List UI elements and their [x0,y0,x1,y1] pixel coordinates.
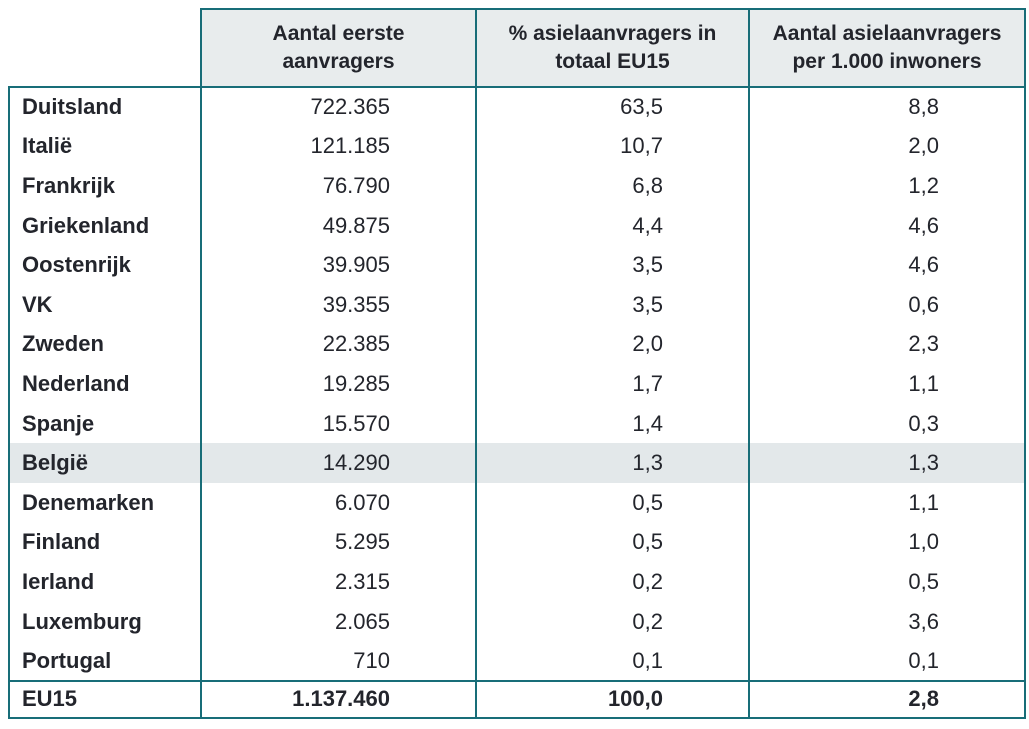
column-header-per-1000: Aantal asielaanvragers per 1.000 inwoner… [748,8,1026,88]
per-1000-cell: 2,3 [748,324,1026,365]
pct-totaal-cell: 0,2 [475,562,750,602]
total-label: EU15 [8,679,202,719]
table-row: Luxemburg 2.065 0,2 3,6 [8,601,1026,642]
table-row: Zweden 22.385 2,0 2,3 [8,324,1026,365]
table-row: Griekenland 49.875 4,4 4,6 [8,205,1026,246]
pct-totaal-cell: 10,7 [475,126,750,167]
aantal-eerste-cell: 2.315 [200,562,477,602]
country-cell: Denemarken [8,482,202,523]
aantal-eerste-cell: 22.385 [200,324,477,365]
per-1000-cell: 4,6 [748,205,1026,246]
pct-totaal-cell: 0,1 [475,641,750,681]
per-1000-cell: 1,2 [748,166,1026,206]
pct-totaal-cell: 1,4 [475,403,750,444]
pct-totaal-cell: 0,5 [475,482,750,523]
table-row: België 14.290 1,3 1,3 [8,443,1026,483]
aantal-eerste-cell: 49.875 [200,205,477,246]
per-1000-cell: 0,5 [748,562,1026,602]
country-cell: VK [8,284,202,325]
pct-totaal-cell: 3,5 [475,284,750,325]
table-row: Ierland 2.315 0,2 0,5 [8,562,1026,602]
country-cell: Ierland [8,562,202,602]
country-cell: Duitsland [8,86,202,127]
country-cell: Nederland [8,364,202,404]
total-aantal-eerste-cell: 1.137.460 [200,679,477,719]
per-1000-cell: 0,3 [748,403,1026,444]
per-1000-cell: 1,1 [748,482,1026,523]
country-cell: Frankrijk [8,166,202,206]
table-row: Italië 121.185 10,7 2,0 [8,126,1026,167]
aantal-eerste-cell: 121.185 [200,126,477,167]
per-1000-cell: 0,1 [748,641,1026,681]
table-row: Spanje 15.570 1,4 0,3 [8,403,1026,444]
aantal-eerste-cell: 14.290 [200,443,477,483]
aantal-eerste-cell: 710 [200,641,477,681]
pct-totaal-cell: 0,2 [475,601,750,642]
aantal-eerste-cell: 15.570 [200,403,477,444]
table-row: Portugal 710 0,1 0,1 [8,641,1026,681]
pct-totaal-cell: 2,0 [475,324,750,365]
aantal-eerste-cell: 2.065 [200,601,477,642]
table-row: Nederland 19.285 1,7 1,1 [8,364,1026,404]
per-1000-cell: 1,1 [748,364,1026,404]
pct-totaal-cell: 6,8 [475,166,750,206]
country-cell: Luxemburg [8,601,202,642]
country-cell: Portugal [8,641,202,681]
header-row: Aantal eerste aanvragers % asielaanvrage… [9,8,1026,88]
table-row: Frankrijk 76.790 6,8 1,2 [8,166,1026,206]
table-row: VK 39.355 3,5 0,6 [8,284,1026,325]
table-body: Duitsland 722.365 63,5 8,8 Italië 121.18… [8,86,1026,681]
pct-totaal-cell: 1,3 [475,443,750,483]
country-cell: Oostenrijk [8,245,202,285]
country-cell: Spanje [8,403,202,444]
table-row: Oostenrijk 39.905 3,5 4,6 [8,245,1026,285]
total-per-1000-cell: 2,8 [748,679,1026,719]
corner-cell [9,9,201,87]
table-row: Duitsland 722.365 63,5 8,8 [8,86,1026,127]
pct-totaal-cell: 1,7 [475,364,750,404]
country-cell: Zweden [8,324,202,365]
per-1000-cell: 3,6 [748,601,1026,642]
aantal-eerste-cell: 19.285 [200,364,477,404]
country-cell: Italië [8,126,202,167]
table-row: Denemarken 6.070 0,5 1,1 [8,482,1026,523]
country-cell: België [8,443,202,483]
aantal-eerste-cell: 6.070 [200,482,477,523]
table-row: Finland 5.295 0,5 1,0 [8,522,1026,563]
total-row: EU15 1.137.460 100,0 2,8 [8,679,1026,719]
aantal-eerste-cell: 76.790 [200,166,477,206]
aantal-eerste-cell: 722.365 [200,86,477,127]
per-1000-cell: 1,3 [748,443,1026,483]
pct-totaal-cell: 63,5 [475,86,750,127]
aantal-eerste-cell: 5.295 [200,522,477,563]
per-1000-cell: 1,0 [748,522,1026,563]
aantal-eerste-cell: 39.905 [200,245,477,285]
column-header-pct-totaal: % asielaanvragers in totaal EU15 [475,8,750,88]
per-1000-cell: 0,6 [748,284,1026,325]
per-1000-cell: 8,8 [748,86,1026,127]
country-cell: Finland [8,522,202,563]
pct-totaal-cell: 3,5 [475,245,750,285]
column-header-aantal-eerste: Aantal eerste aanvragers [200,8,477,88]
per-1000-cell: 2,0 [748,126,1026,167]
total-pct-totaal-cell: 100,0 [475,679,750,719]
country-cell: Griekenland [8,205,202,246]
asylum-statistics-table: Aantal eerste aanvragers % asielaanvrage… [8,8,1026,719]
pct-totaal-cell: 0,5 [475,522,750,563]
per-1000-cell: 4,6 [748,245,1026,285]
aantal-eerste-cell: 39.355 [200,284,477,325]
pct-totaal-cell: 4,4 [475,205,750,246]
